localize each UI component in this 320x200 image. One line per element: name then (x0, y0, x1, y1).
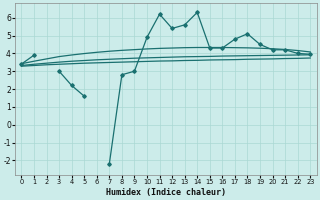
X-axis label: Humidex (Indice chaleur): Humidex (Indice chaleur) (106, 188, 226, 197)
